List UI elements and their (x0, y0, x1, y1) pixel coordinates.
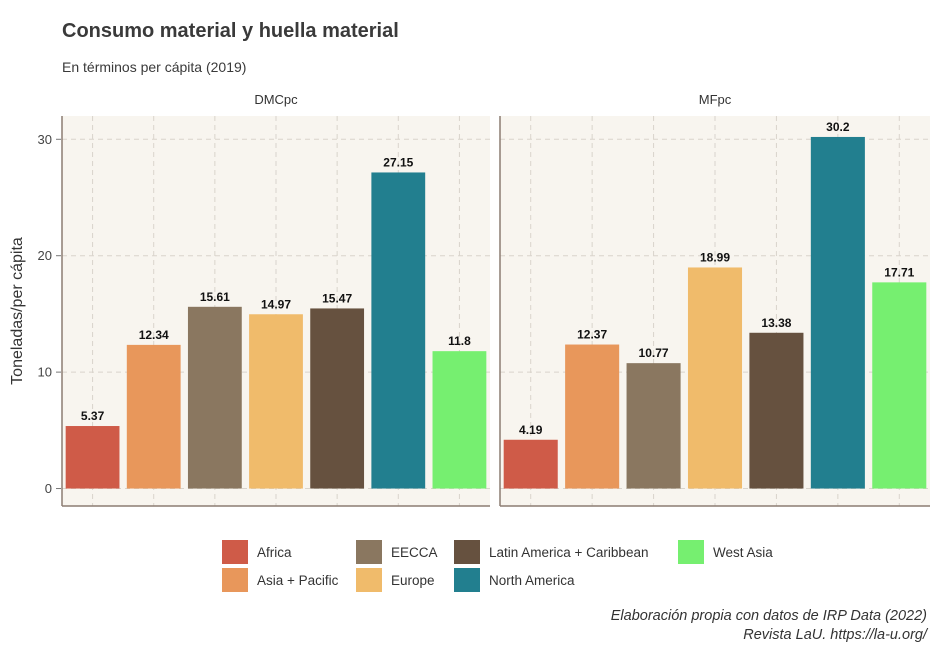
y-axis-label: Toneladas/per cápita (9, 237, 26, 385)
legend-label: EECCA (391, 544, 438, 560)
legend-label: West Asia (713, 544, 773, 560)
legend-swatch (356, 568, 382, 592)
caption: Elaboración propia con datos de IRP Data… (611, 607, 927, 645)
data-label: 11.8 (448, 334, 471, 348)
bar-mfpc-1 (565, 344, 620, 489)
data-label: 14.97 (261, 297, 291, 311)
legend-item: North America (454, 568, 575, 592)
data-label: 13.38 (761, 316, 791, 330)
data-label: 5.37 (81, 409, 105, 423)
y-tick-label: 0 (45, 481, 52, 496)
data-label: 18.99 (700, 250, 730, 264)
legend-label: Asia + Pacific (257, 572, 339, 588)
bar-dmcpc-2 (187, 306, 242, 489)
bar-dmcpc-1 (126, 344, 181, 489)
legend-label: Latin America + Caribbean (489, 544, 649, 560)
legend-item: Europe (356, 568, 435, 592)
chart-title: Consumo material y huella material (62, 20, 399, 42)
data-label: 12.37 (577, 328, 607, 342)
data-label: 12.34 (139, 328, 169, 342)
legend-swatch (222, 540, 248, 564)
legend-item: Africa (222, 540, 292, 564)
legend-label: Africa (257, 544, 292, 560)
legend-item: Asia + Pacific (222, 568, 338, 592)
y-tick-label: 10 (38, 365, 52, 380)
caption-line-2: Revista LaU. https://la-u.org/ (743, 627, 927, 643)
data-label: 15.47 (322, 291, 352, 305)
bar-dmcpc-3 (249, 314, 303, 489)
bar-mfpc-2 (626, 363, 681, 489)
facet-label-dmcpc: DMCpc (254, 92, 298, 107)
bar-mfpc-3 (687, 267, 743, 489)
data-label: 10.77 (639, 346, 669, 360)
legend-swatch (222, 568, 248, 592)
data-label: 17.71 (884, 265, 914, 279)
legend-item: Latin America + Caribbean (454, 540, 648, 564)
data-label: 4.19 (519, 423, 543, 437)
data-label: 27.15 (383, 155, 413, 169)
legend-swatch (678, 540, 704, 564)
y-tick-label: 20 (38, 248, 52, 263)
bar-mfpc-5 (810, 136, 865, 489)
data-label: 15.61 (200, 290, 230, 304)
legend-label: North America (489, 572, 575, 588)
bar-dmcpc-0 (65, 426, 120, 489)
legend-item: West Asia (678, 540, 773, 564)
bar-dmcpc-6 (432, 351, 487, 489)
y-tick-label: 30 (38, 132, 52, 147)
bar-mfpc-0 (503, 439, 558, 489)
data-label: 30.2 (826, 120, 850, 134)
facet-label-mfpc: MFpc (699, 92, 732, 107)
bar-dmcpc-4 (310, 308, 365, 489)
legend-item: EECCA (356, 540, 438, 564)
legend-swatch (454, 568, 480, 592)
bar-mfpc-6 (872, 282, 927, 489)
legend-swatch (454, 540, 480, 564)
bar-dmcpc-5 (371, 172, 426, 489)
legend-label: Europe (391, 572, 435, 588)
chart-subtitle: En términos per cápita (2019) (62, 59, 247, 75)
legend: Africa Asia + Pacific EECCA Europe Latin Ame… (222, 540, 802, 600)
bar-mfpc-4 (749, 332, 804, 489)
caption-line-1: Elaboración propia con datos de IRP Data… (610, 608, 927, 624)
legend-swatch (356, 540, 382, 564)
